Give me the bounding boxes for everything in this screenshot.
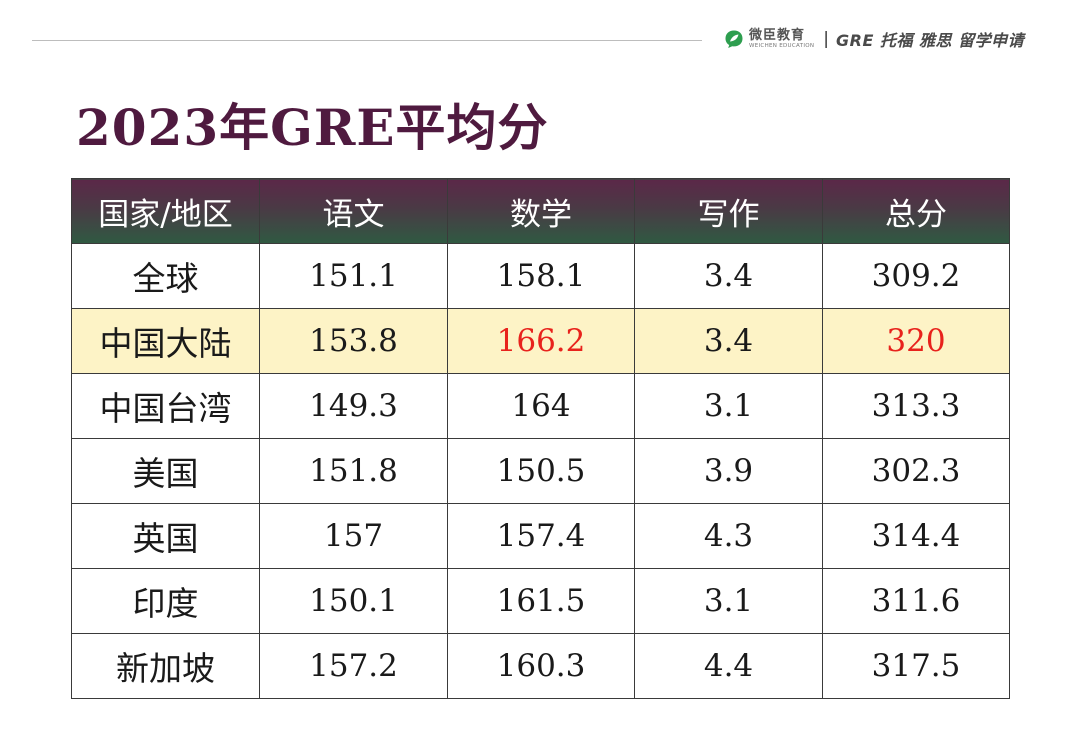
table-row: 美国 151.8 150.5 3.9 302.3 <box>71 438 1010 504</box>
header-region: 国家/地区 <box>71 178 260 244</box>
brand-tagline: GRE 托福 雅思 留学申请 <box>836 31 1025 50</box>
cell-verbal: 157.2 <box>259 633 448 699</box>
cell-region: 中国台湾 <box>71 373 260 439</box>
brand-subname: WEICHEN EDUCATION <box>749 42 815 49</box>
cell-region: 英国 <box>71 503 260 569</box>
table-row: 中国台湾 149.3 164 3.1 313.3 <box>71 373 1010 439</box>
header-divider <box>32 40 702 41</box>
cell-writing: 3.9 <box>634 438 823 504</box>
header-verbal: 语文 <box>259 178 448 244</box>
page-title: 2023年GRE平均分 <box>76 98 549 157</box>
cell-total-highlight: 320 <box>822 308 1010 374</box>
brand-name: 微臣教育 <box>749 27 806 43</box>
header-quant: 数学 <box>447 178 635 244</box>
brand-header: 微臣教育 WEICHEN EDUCATION | GRE 托福 雅思 留学申请 <box>724 24 1024 54</box>
cell-verbal: 149.3 <box>259 373 448 439</box>
cell-writing: 3.4 <box>634 243 823 309</box>
table-row: 全球 151.1 158.1 3.4 309.2 <box>71 243 1010 309</box>
table-row: 新加坡 157.2 160.3 4.4 317.5 <box>71 633 1010 699</box>
cell-verbal: 151.1 <box>259 243 448 309</box>
cell-verbal: 157 <box>259 503 448 569</box>
cell-writing: 4.3 <box>634 503 823 569</box>
cell-region: 美国 <box>71 438 260 504</box>
gre-scores-table: 国家/地区 语文 数学 写作 总分 全球 151.1 158.1 3.4 309… <box>71 178 1010 699</box>
leaf-speech-bubble-icon <box>725 30 743 48</box>
header-writing: 写作 <box>634 178 823 244</box>
cell-quant: 161.5 <box>447 568 635 634</box>
table-header-row: 国家/地区 语文 数学 写作 总分 <box>71 178 1010 244</box>
cell-region: 新加坡 <box>71 633 260 699</box>
cell-quant: 150.5 <box>447 438 635 504</box>
cell-writing: 3.1 <box>634 568 823 634</box>
header-total: 总分 <box>822 178 1010 244</box>
cell-verbal: 153.8 <box>259 308 448 374</box>
cell-verbal: 150.1 <box>259 568 448 634</box>
cell-total: 313.3 <box>822 373 1010 439</box>
cell-quant: 164 <box>447 373 635 439</box>
cell-writing: 3.1 <box>634 373 823 439</box>
cell-region: 中国大陆 <box>71 308 260 374</box>
table-row: 英国 157 157.4 4.3 314.4 <box>71 503 1010 569</box>
cell-region: 全球 <box>71 243 260 309</box>
cell-writing: 4.4 <box>634 633 823 699</box>
cell-quant: 158.1 <box>447 243 635 309</box>
cell-total: 317.5 <box>822 633 1010 699</box>
table-row-highlighted: 中国大陆 153.8 166.2 3.4 320 <box>71 308 1010 374</box>
brand-separator: | <box>823 29 830 49</box>
cell-total: 314.4 <box>822 503 1010 569</box>
cell-writing: 3.4 <box>634 308 823 374</box>
cell-total: 309.2 <box>822 243 1010 309</box>
cell-verbal: 151.8 <box>259 438 448 504</box>
cell-region: 印度 <box>71 568 260 634</box>
cell-quant: 160.3 <box>447 633 635 699</box>
cell-quant: 157.4 <box>447 503 635 569</box>
table-row: 印度 150.1 161.5 3.1 311.6 <box>71 568 1010 634</box>
cell-quant-highlight: 166.2 <box>447 308 635 374</box>
cell-total: 311.6 <box>822 568 1010 634</box>
brand-text: 微臣教育 WEICHEN EDUCATION <box>749 29 814 50</box>
cell-total: 302.3 <box>822 438 1010 504</box>
